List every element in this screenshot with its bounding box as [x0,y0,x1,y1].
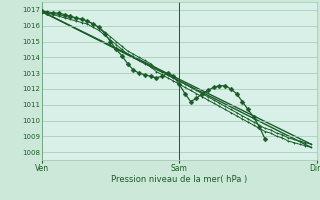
X-axis label: Pression niveau de la mer( hPa ): Pression niveau de la mer( hPa ) [111,175,247,184]
